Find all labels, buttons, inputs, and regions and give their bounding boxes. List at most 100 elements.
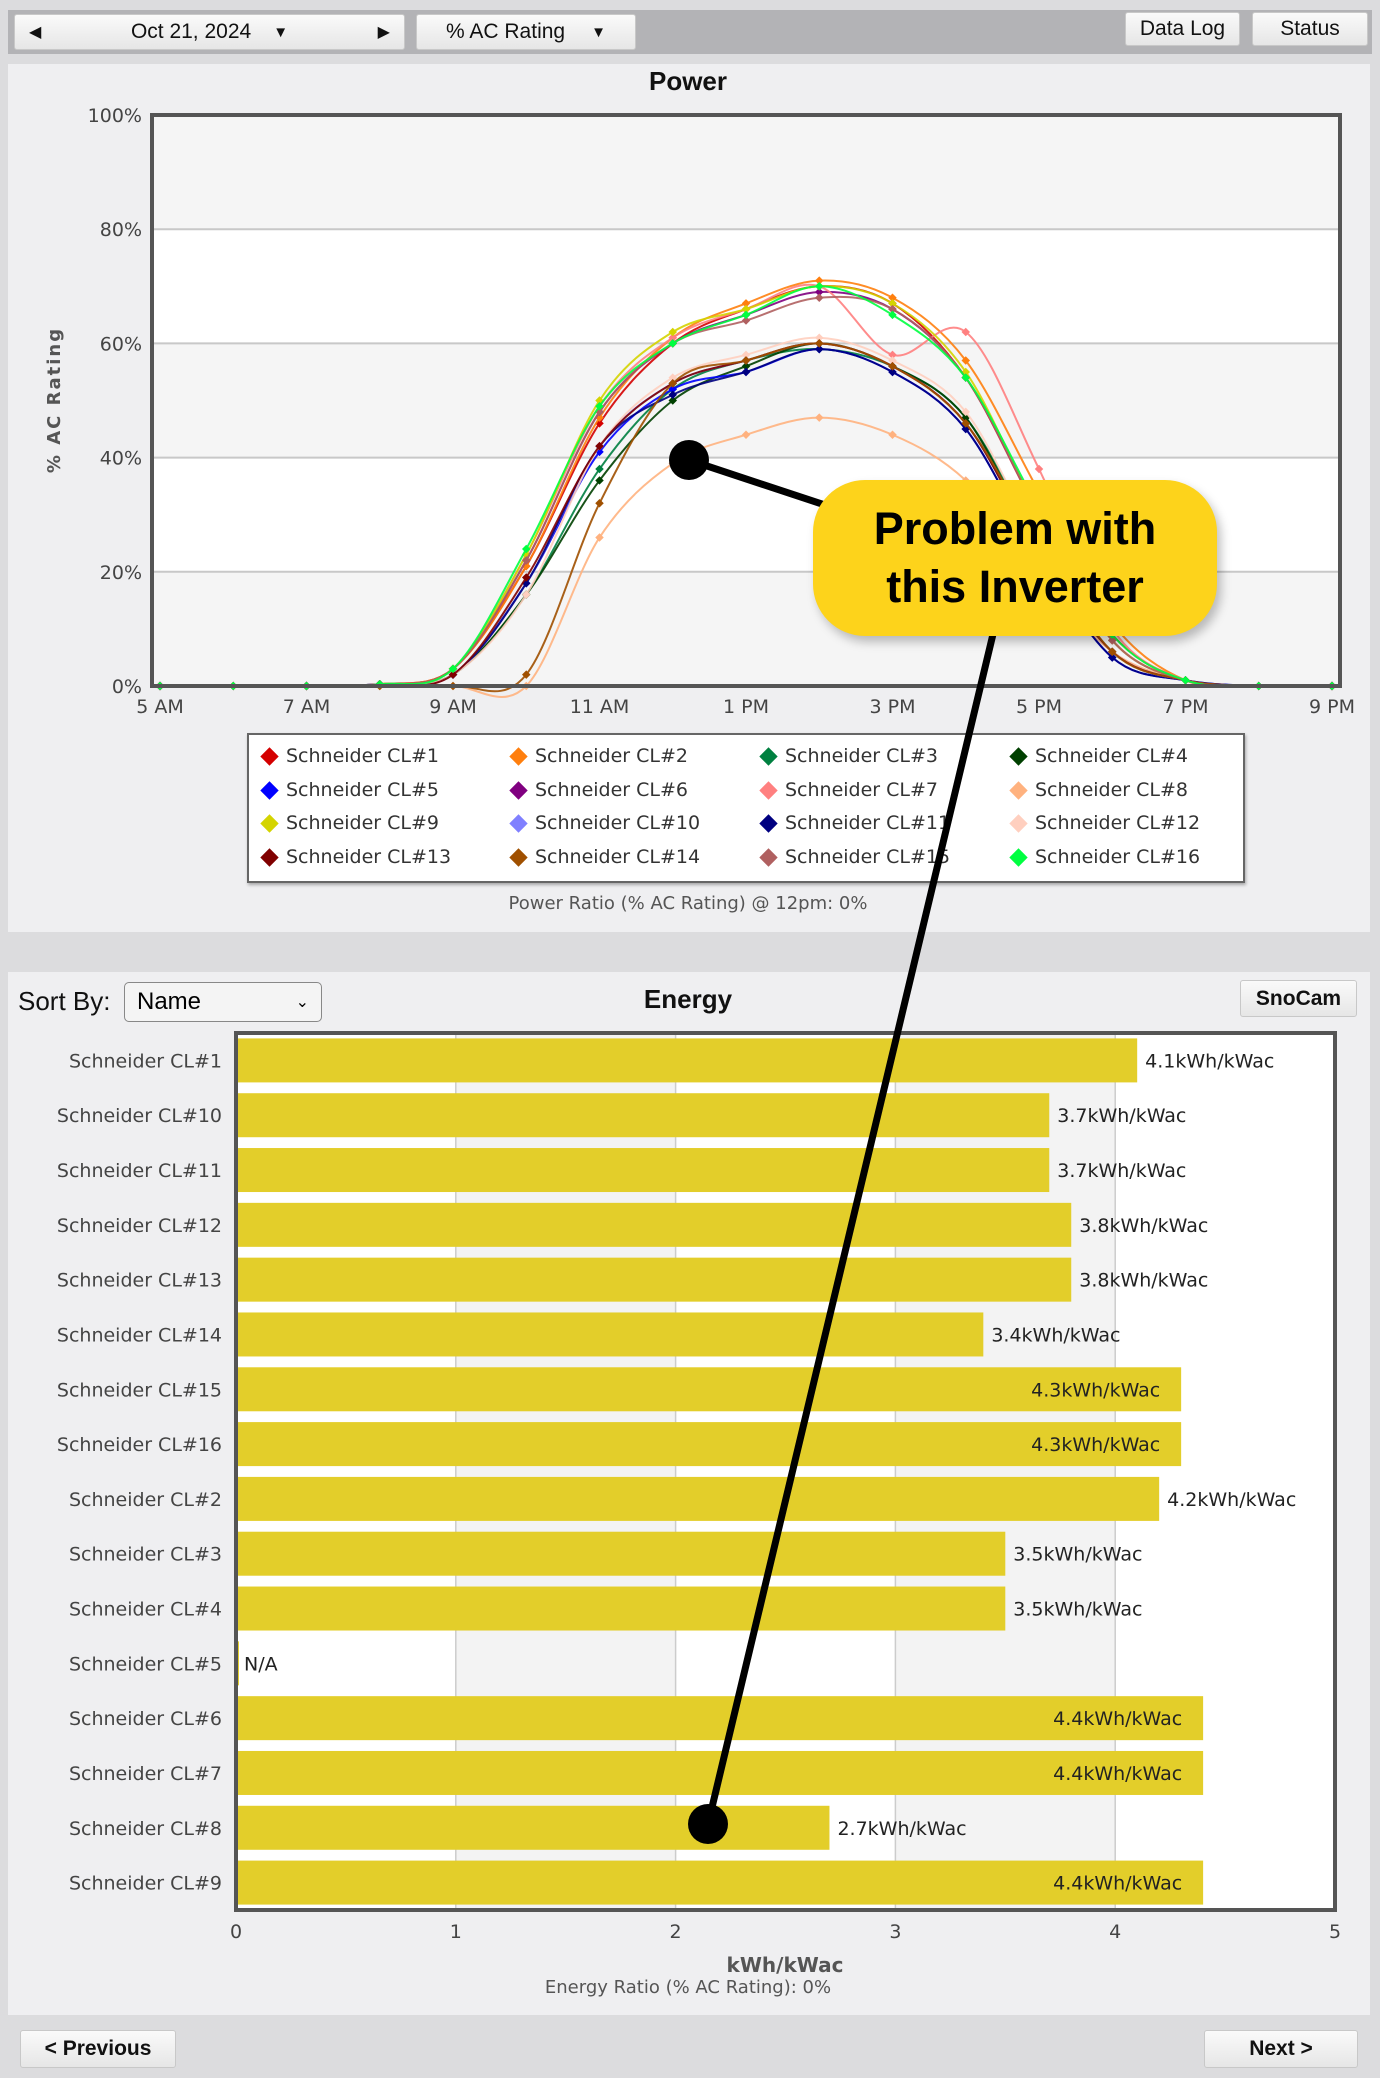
next-button[interactable]: Next > bbox=[1204, 2030, 1358, 2068]
data-point bbox=[961, 356, 970, 365]
caret-down-icon: ▼ bbox=[591, 23, 606, 41]
bar-value-label: 3.7kWh/kWac bbox=[1057, 1105, 1186, 1127]
data-point bbox=[741, 356, 751, 365]
data-point bbox=[668, 384, 677, 394]
bar bbox=[236, 1038, 1138, 1083]
category-label: Schneider CL#7 bbox=[69, 1763, 222, 1785]
legend-item[interactable]: Schneider CL#5 bbox=[260, 779, 439, 801]
category-label: Schneider CL#6 bbox=[69, 1708, 222, 1730]
data-point bbox=[961, 327, 970, 337]
legend-item[interactable]: Schneider CL#6 bbox=[509, 779, 688, 801]
data-point bbox=[522, 573, 531, 582]
data-point bbox=[741, 367, 751, 377]
legend-item[interactable]: Schneider CL#14 bbox=[509, 846, 701, 868]
legend-item[interactable]: Schneider CL#4 bbox=[1009, 745, 1188, 767]
y-tick-label: 80% bbox=[100, 219, 142, 241]
legend-label: Schneider CL#8 bbox=[1035, 779, 1189, 801]
data-point bbox=[522, 590, 531, 599]
data-point bbox=[888, 367, 897, 377]
data-point bbox=[961, 373, 970, 382]
y-tick-label: 100% bbox=[88, 105, 142, 127]
x-tick-label: 5 AM bbox=[136, 696, 184, 718]
data-point bbox=[815, 339, 824, 348]
bar-value-label: 4.4kWh/kWac bbox=[1053, 1708, 1182, 1730]
data-point bbox=[741, 310, 751, 320]
data-point bbox=[522, 544, 531, 554]
bar-value-label: 4.4kWh/kWac bbox=[1053, 1763, 1182, 1785]
x-tick-label: 5 PM bbox=[1016, 696, 1062, 718]
data-point bbox=[595, 476, 604, 485]
data-point bbox=[595, 464, 604, 474]
data-point bbox=[668, 379, 677, 388]
category-label: Schneider CL#15 bbox=[57, 1379, 222, 1401]
legend-item[interactable]: Schneider CL#12 bbox=[1009, 812, 1200, 834]
data-point bbox=[595, 401, 604, 411]
category-label: Schneider CL#2 bbox=[69, 1489, 222, 1511]
data-point bbox=[668, 373, 677, 382]
power-title: Power bbox=[648, 66, 728, 96]
legend-label: Schneider CL#14 bbox=[535, 846, 701, 868]
snocam-button[interactable]: SnoCam bbox=[1240, 980, 1357, 1017]
caret-down-icon[interactable]: ▼ bbox=[273, 23, 289, 41]
data-point bbox=[668, 339, 677, 348]
legend-item[interactable]: Schneider CL#9 bbox=[260, 812, 439, 834]
x-tick-label: 0 bbox=[230, 1921, 242, 1943]
data-point bbox=[888, 310, 897, 320]
category-label: Schneider CL#10 bbox=[57, 1105, 222, 1127]
metric-dropdown[interactable]: % AC Rating ▼ bbox=[416, 14, 636, 50]
sort-by-value: Name bbox=[137, 988, 202, 1015]
power-chart: 0%20%40%60%80%100%5 AM 7 AM 9 AM 11 AM 1 PM 3… bbox=[44, 105, 1355, 718]
x-tick-label: 1 bbox=[450, 1921, 462, 1943]
caret-right-icon[interactable]: ▶ bbox=[377, 24, 390, 41]
bar-value-label: 3.8kWh/kWac bbox=[1079, 1215, 1208, 1237]
previous-button[interactable]: < Previous bbox=[20, 2030, 176, 2068]
y-tick-label: 60% bbox=[100, 333, 142, 355]
x-tick-label: 11 AM bbox=[570, 696, 630, 718]
legend-label: Schneider CL#2 bbox=[535, 745, 689, 767]
bar-value-label: 3.7kWh/kWac bbox=[1057, 1160, 1186, 1182]
data-point bbox=[961, 407, 970, 417]
data-point bbox=[961, 419, 970, 428]
category-label: Schneider CL#8 bbox=[69, 1818, 222, 1840]
date-picker[interactable]: ◀ Oct 21, 2024 ▼ ▶ bbox=[14, 14, 405, 50]
category-label: Schneider CL#13 bbox=[57, 1270, 222, 1292]
data-point bbox=[741, 350, 751, 360]
bar bbox=[236, 1586, 1006, 1631]
category-label: Schneider CL#9 bbox=[69, 1873, 222, 1895]
data-point bbox=[815, 413, 824, 422]
data-point bbox=[668, 390, 677, 400]
x-axis-label: kWh/kWac bbox=[727, 1953, 844, 1977]
data-point bbox=[741, 299, 751, 308]
legend-item[interactable]: Schneider CL#1 bbox=[260, 745, 439, 767]
data-point bbox=[522, 556, 531, 565]
data-point bbox=[741, 361, 751, 371]
bar-value-label: N/A bbox=[244, 1653, 278, 1675]
sort-by-select[interactable]: Name ⌄ bbox=[124, 982, 322, 1022]
data-log-button[interactable]: Data Log bbox=[1125, 12, 1240, 46]
data-point bbox=[888, 304, 897, 314]
legend-item[interactable]: Schneider CL#13 bbox=[260, 846, 451, 868]
data-point bbox=[741, 304, 751, 314]
data-point bbox=[668, 327, 677, 337]
data-point bbox=[815, 333, 824, 342]
data-point bbox=[888, 350, 897, 360]
bar-value-label: 4.3kWh/kWac bbox=[1031, 1379, 1160, 1401]
category-label: Schneider CL#5 bbox=[69, 1653, 222, 1675]
data-point bbox=[668, 333, 677, 342]
category-label: Schneider CL#11 bbox=[57, 1160, 222, 1182]
bar-value-label: 4.4kWh/kWac bbox=[1053, 1873, 1182, 1895]
data-point bbox=[1181, 676, 1190, 685]
status-button[interactable]: Status bbox=[1252, 12, 1368, 46]
data-point bbox=[888, 361, 897, 371]
data-point bbox=[815, 344, 824, 354]
caret-left-icon[interactable]: ◀ bbox=[29, 24, 42, 41]
legend-item[interactable]: Schneider CL#16 bbox=[1009, 846, 1200, 868]
legend-item[interactable]: Schneider CL#8 bbox=[1009, 779, 1189, 801]
y-tick-label: 40% bbox=[100, 448, 142, 470]
x-tick-label: 9 AM bbox=[429, 696, 477, 718]
data-point bbox=[888, 430, 897, 440]
bar-value-label: 4.2kWh/kWac bbox=[1167, 1489, 1296, 1511]
y-tick-label: 20% bbox=[100, 562, 142, 584]
legend-item[interactable]: Schneider CL#2 bbox=[509, 745, 689, 767]
legend-item[interactable]: Schneider CL#10 bbox=[509, 812, 700, 834]
